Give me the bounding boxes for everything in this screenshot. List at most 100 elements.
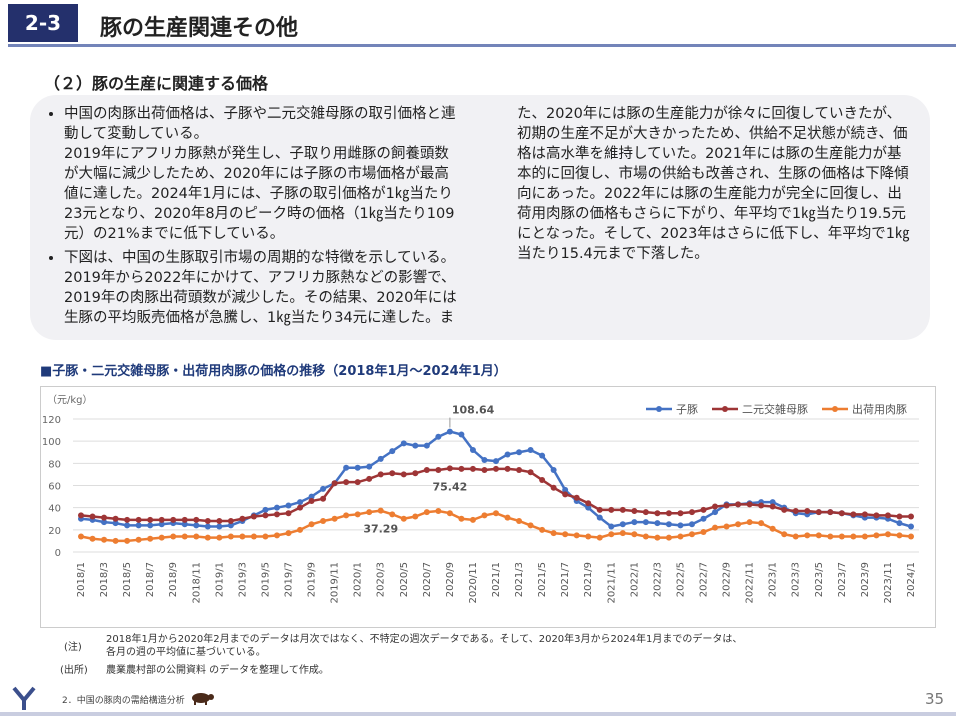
data-point: [366, 509, 373, 516]
data-point: [723, 502, 730, 509]
data-point: [158, 521, 165, 528]
data-point: [493, 458, 499, 465]
data-point: [458, 465, 465, 472]
x-tick-label: 2018/9: [168, 562, 179, 597]
data-point: [101, 514, 108, 521]
data-point: [827, 533, 834, 540]
note-text: 2018年1月から2020年2月までのデータは月次ではなく、不特定の週次データで…: [106, 633, 742, 659]
x-tick-label: 2018/5: [122, 562, 133, 597]
data-point: [469, 465, 476, 472]
data-point: [700, 529, 707, 536]
data-point: [400, 440, 407, 447]
data-point: [446, 510, 453, 517]
data-point: [377, 471, 384, 478]
data-point: [204, 523, 211, 530]
data-point: [308, 521, 315, 528]
data-point: [101, 519, 108, 526]
data-point: [700, 506, 707, 513]
data-point: [735, 521, 742, 528]
data-point: [239, 533, 246, 540]
data-point: [585, 533, 592, 540]
data-point: [688, 509, 695, 516]
x-tick-label: 2020/9: [445, 562, 456, 597]
x-tick-label: 2019/5: [260, 562, 271, 597]
data-point: [850, 511, 857, 518]
x-tick-label: 2023/1: [768, 562, 779, 597]
x-tick-label: 2022/5: [675, 562, 686, 597]
data-point: [89, 535, 96, 542]
data-point: [158, 516, 165, 523]
data-point: [331, 515, 338, 522]
y-tick-label: 20: [48, 526, 61, 537]
data-point: [273, 504, 280, 511]
data-point: [585, 504, 592, 511]
legend-item: 出荷用肉豚: [822, 402, 907, 416]
footer-section: 2．中国の豚肉の需給構造分析: [62, 696, 185, 706]
x-tick-label: 2022/11: [745, 562, 756, 604]
data-point: [320, 517, 327, 524]
x-tick-label: 2023/3: [791, 562, 802, 597]
legend-marker: [656, 406, 662, 412]
data-point: [769, 525, 776, 532]
data-point: [147, 535, 154, 542]
data-point: [193, 516, 200, 523]
data-point: [642, 509, 649, 516]
data-point: [101, 536, 108, 543]
data-point: [112, 515, 119, 522]
data-point: [758, 520, 765, 527]
data-point: [435, 507, 442, 514]
data-point: [712, 524, 719, 531]
data-point: [377, 507, 384, 514]
data-point: [619, 521, 626, 528]
data-point: [297, 504, 304, 511]
body-text: 中国の肉豚出荷価格は、子豚や二元交雑母豚の取引価格と連動して変動している。 201…: [44, 104, 914, 334]
source-label: (出所): [60, 665, 88, 676]
data-point: [596, 506, 603, 513]
data-point: [873, 512, 880, 519]
data-point: [297, 526, 304, 533]
x-tick-label: 2022/7: [699, 562, 710, 597]
data-label: 108.64: [452, 404, 495, 417]
data-point: [423, 509, 430, 516]
page-number: 35: [925, 690, 945, 708]
x-tick-label: 2021/5: [537, 562, 548, 597]
data-point: [781, 531, 788, 538]
data-point: [884, 512, 891, 519]
data-point: [792, 533, 799, 540]
data-point: [343, 479, 350, 486]
data-point: [631, 507, 638, 514]
data-point: [389, 448, 396, 455]
page-title: 豚の生産関連その他: [100, 16, 299, 41]
bullet: 下図は、中国の生豚取引市場の周期的な特徴を示している。2019年から2022年に…: [64, 104, 914, 334]
data-point: [354, 479, 361, 486]
data-point: [273, 532, 280, 539]
data-point: [516, 466, 523, 473]
data-point: [688, 531, 695, 538]
x-tick-label: 2020/3: [376, 562, 387, 597]
data-point: [746, 519, 753, 526]
data-point: [469, 516, 476, 523]
x-tick-label: 2019/11: [330, 562, 341, 604]
data-point: [769, 503, 776, 510]
data-point: [423, 466, 430, 473]
data-point: [527, 522, 534, 529]
section-number: 2-3: [8, 4, 78, 42]
data-point: [469, 447, 476, 454]
data-point: [354, 464, 361, 471]
x-tick-label: 2022/1: [629, 562, 640, 597]
data-point: [135, 522, 142, 529]
chart: （元/kg） 0 20 40 60 80 100 120 2018/1 2018/3 2018/5 2…: [42, 394, 919, 604]
data-point: [481, 466, 488, 473]
data-point: [527, 469, 534, 476]
data-point: [446, 428, 453, 435]
data-point: [631, 519, 638, 526]
data-point: [516, 517, 523, 524]
data-point: [343, 512, 350, 519]
data-point: [735, 501, 742, 508]
legend-item: 二元交雑母豚: [712, 402, 808, 416]
data-point: [746, 501, 753, 508]
data-point: [527, 447, 534, 454]
data-point: [285, 502, 292, 509]
data-point: [585, 500, 592, 507]
data-point: [181, 516, 188, 523]
